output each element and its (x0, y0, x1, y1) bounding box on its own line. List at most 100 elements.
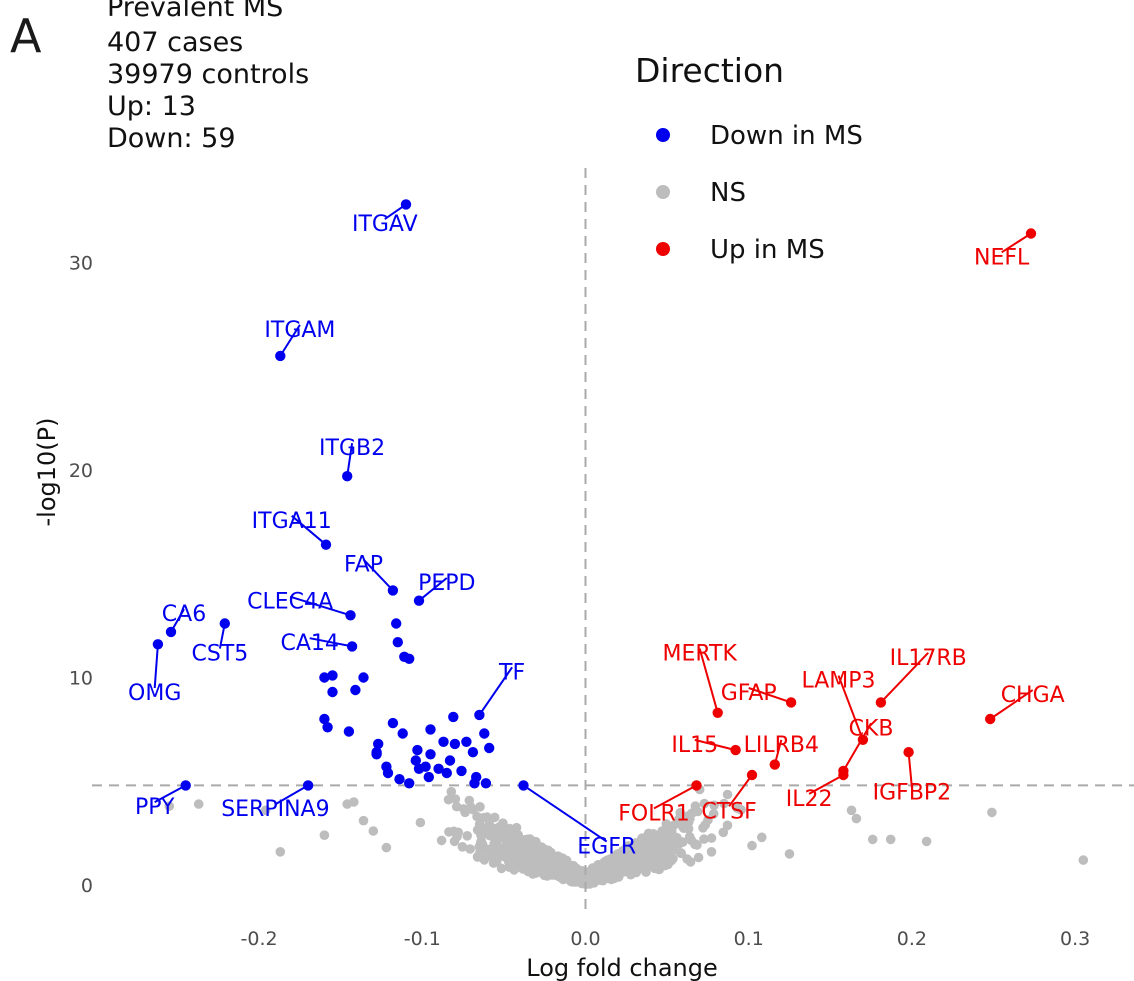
ns-point (1078, 855, 1089, 865)
label-mertk: MERTK (662, 642, 737, 667)
ns-point (658, 845, 668, 856)
ns-point (487, 845, 498, 855)
ns-point (368, 826, 379, 836)
point-itgav (400, 199, 412, 210)
down-point (433, 763, 444, 774)
ns-point (472, 811, 482, 822)
label-itgav: ITGAV (352, 212, 418, 237)
ns-point (164, 801, 175, 811)
ns-point (846, 805, 857, 816)
legend-title: Direction (635, 51, 784, 90)
point-ppy (180, 780, 191, 791)
point-lamp3 (857, 734, 869, 745)
connector-il15 (694, 738, 736, 752)
down-point (373, 738, 384, 750)
ns-point (636, 846, 647, 857)
connector-gfap (748, 687, 792, 704)
ns-point (462, 831, 473, 841)
label-ctsf: CTSF (701, 799, 756, 824)
ns-point (627, 862, 637, 872)
ns-point (636, 835, 646, 846)
ns-point (698, 823, 708, 833)
axes: -0.2 -0.1 0.0 0.1 0.2 0.3 0 10 20 30 (69, 253, 1090, 951)
connector-igfbp2 (907, 752, 913, 788)
ns-point (549, 862, 559, 873)
point-lilrb4 (769, 759, 780, 770)
label-lilrb4: LILRB4 (744, 733, 819, 758)
point-mertk (712, 707, 723, 718)
down-point (412, 744, 423, 756)
ns-point (446, 786, 457, 797)
ns-point (640, 864, 650, 875)
y-tick-label: 20 (69, 460, 93, 482)
ns-point (784, 849, 795, 859)
ns-point (381, 842, 392, 853)
x-tick-label: -0.2 (241, 928, 278, 950)
point-itga11 (320, 539, 332, 550)
down-point (392, 637, 403, 648)
x-tick-label: 0.2 (897, 928, 927, 950)
point-il15 (730, 744, 741, 756)
down-point (461, 736, 472, 747)
ns-point (566, 870, 577, 880)
down-point (425, 749, 436, 760)
ns-point (275, 847, 286, 857)
down-point (358, 672, 369, 683)
down-point (404, 778, 415, 789)
ns-point (675, 848, 686, 858)
ns-point (559, 856, 570, 867)
label-gfap: GFAP (721, 681, 777, 706)
connector-serpina9 (274, 784, 309, 806)
down-point (444, 755, 456, 766)
point-cst5 (219, 618, 230, 629)
label-connectors (153, 203, 1034, 843)
point-serpina9 (302, 780, 314, 791)
label-chga: CHGA (1001, 683, 1065, 708)
down-point (387, 717, 399, 729)
point-egfr (518, 780, 529, 791)
down-point (327, 670, 338, 681)
label-serpina9: SERPINA9 (221, 797, 329, 822)
ns-point (466, 802, 476, 812)
gene-labels: ITGAV ITGAM ITGB2 ITGA11 FAP PEPD CLEC4A CA14 CA… (128, 212, 1065, 859)
ns-point (451, 801, 462, 812)
point-chga (985, 713, 996, 725)
x-axis-title: Log fold change (526, 954, 717, 981)
down-point (410, 755, 421, 766)
label-lamp3: LAMP3 (801, 669, 875, 694)
ns-point (867, 834, 878, 845)
connector-lamp3 (837, 675, 864, 741)
connector-pepd (418, 577, 448, 602)
ns-point (699, 798, 710, 809)
ns-point (193, 799, 204, 809)
ns-points-layer (164, 784, 1089, 889)
legend-label-down: Down in MS (710, 121, 863, 151)
label-il15: IL15 (671, 733, 718, 758)
down-point (343, 726, 355, 737)
connector-ctsf (728, 774, 753, 807)
reference-lines (92, 168, 1134, 912)
x-tick-label: 0.0 (570, 928, 600, 950)
label-fap: FAP (344, 552, 383, 577)
label-ca14: CA14 (280, 631, 338, 656)
point-tf (474, 709, 485, 721)
ns-point (656, 836, 666, 846)
ns-point (629, 849, 639, 859)
panel-letter: A (10, 9, 42, 63)
ns-point (525, 859, 536, 869)
y-axis-title: -log10(P) (33, 418, 61, 527)
point-ctsf (746, 769, 758, 781)
down-point (479, 728, 490, 739)
ns-point (682, 854, 692, 864)
ns-point (757, 832, 767, 843)
ns-point (732, 803, 743, 813)
ns-point (851, 813, 862, 824)
point-gfap (785, 697, 797, 708)
connector-ppy (154, 784, 187, 803)
connector-egfr (522, 784, 608, 843)
point-pepd (413, 595, 425, 606)
ns-point (524, 850, 534, 860)
point-nefl (1025, 228, 1037, 239)
connector-il22 (808, 774, 844, 795)
down-point (469, 778, 480, 789)
